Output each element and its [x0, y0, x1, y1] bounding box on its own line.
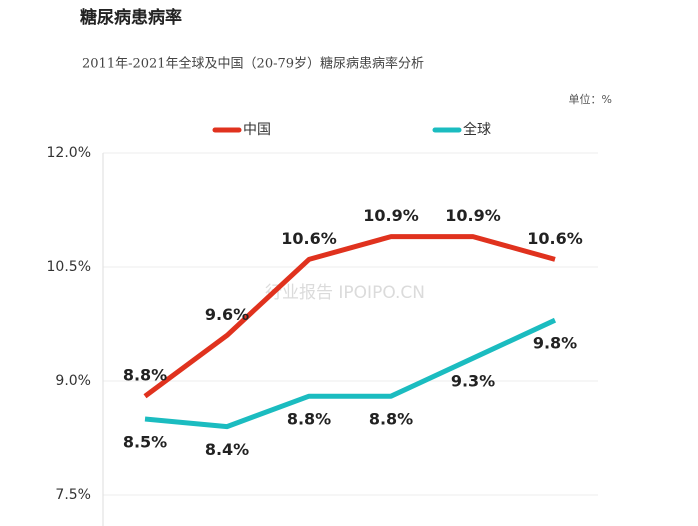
- data-label: 10.9%: [363, 206, 419, 225]
- data-label: 8.5%: [123, 433, 167, 452]
- chart-title: 糖尿病患病率: [80, 7, 182, 28]
- unit-note: 单位：%: [569, 92, 612, 106]
- series-line: [144, 317, 557, 430]
- y-tick-label: 10.5%: [47, 259, 91, 275]
- data-label: 9.8%: [533, 334, 577, 353]
- y-tick-label: 7.5%: [55, 487, 91, 503]
- legend-label: 中国: [243, 122, 271, 138]
- data-label: 10.6%: [527, 229, 583, 248]
- legend-label: 全球: [463, 121, 491, 138]
- data-label: 9.6%: [205, 305, 249, 324]
- data-label: 10.6%: [281, 229, 337, 248]
- y-tick-label: 12.0%: [47, 145, 91, 161]
- data-label: 10.9%: [445, 206, 501, 225]
- data-label: 8.8%: [287, 410, 331, 429]
- data-label: 8.4%: [205, 440, 249, 459]
- chart-subtitle: 2011年-2021年全球及中国（20-79岁）糖尿病患病率分析: [82, 56, 424, 72]
- watermark: 行业报告 IPOIPO.CN: [265, 283, 425, 303]
- data-label: 9.3%: [451, 372, 495, 391]
- y-tick-label: 9.0%: [55, 373, 91, 389]
- data-label: 8.8%: [123, 366, 167, 385]
- series-line: [143, 234, 556, 399]
- data-label: 8.8%: [369, 410, 413, 429]
